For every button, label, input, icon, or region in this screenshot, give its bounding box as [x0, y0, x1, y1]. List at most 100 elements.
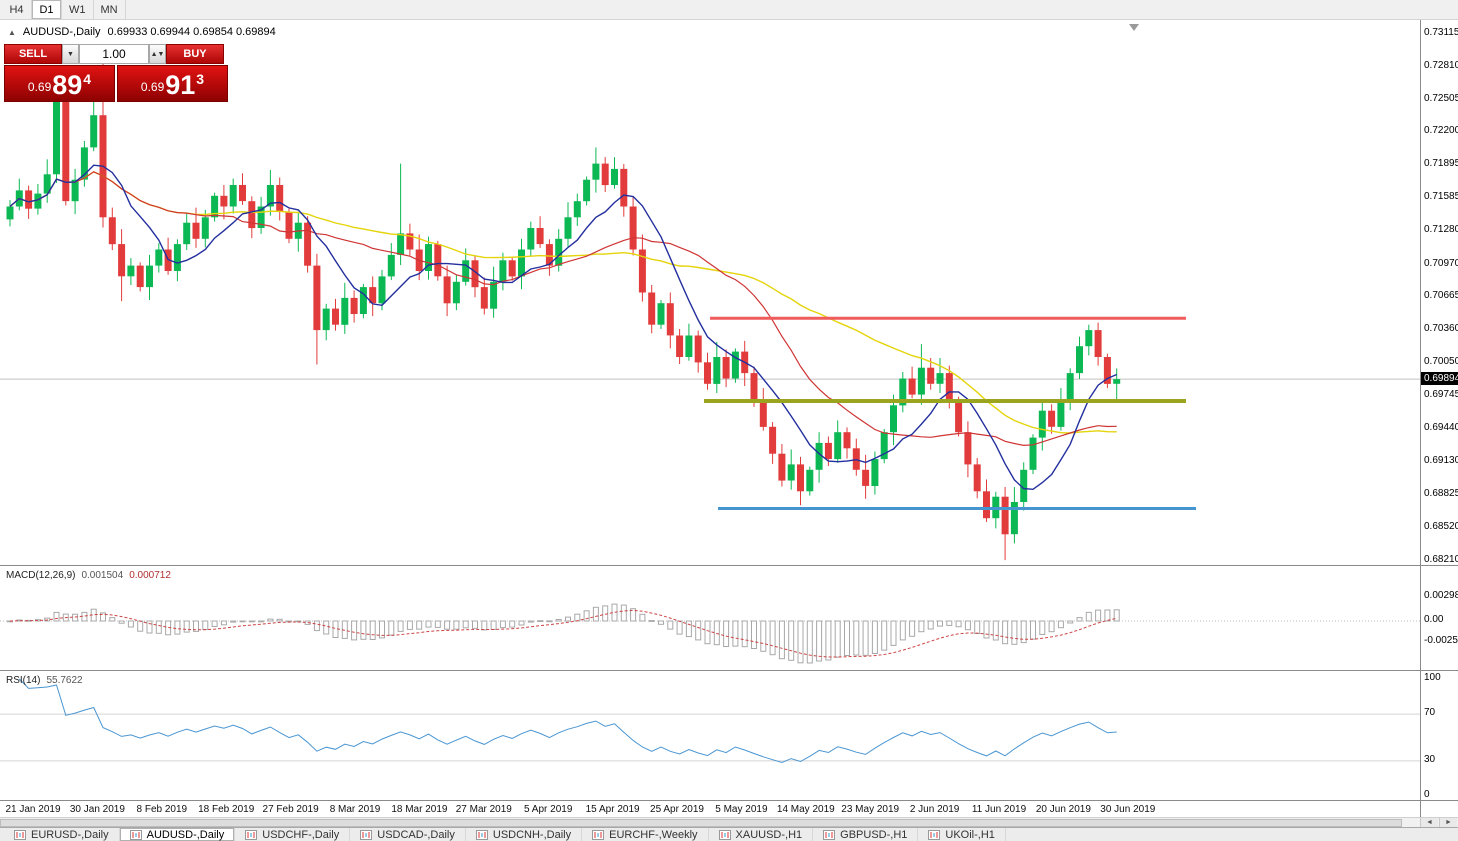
chart-tab-icon: [823, 829, 836, 840]
one-click-controls-row: SELL ▼ ▲▼ BUY: [4, 44, 228, 64]
ma-fast-line: [9, 164, 1117, 491]
macd-main-value: 0.001504: [81, 570, 124, 581]
chart-tab-icon: [245, 829, 258, 840]
volume-spinner[interactable]: ▲▼: [149, 44, 166, 64]
chart-ohlc-values: 0.69933 0.69944 0.69854 0.69894: [107, 26, 276, 38]
buy-button[interactable]: BUY: [166, 44, 224, 64]
chart-tab-icon: [592, 829, 605, 840]
macd-signal-value: 0.000712: [129, 570, 171, 581]
rsi-pane[interactable]: RSI(14) 55.7622: [0, 670, 1420, 800]
time-axis-label: 30 Jan 2019: [69, 804, 125, 815]
sell-price-pips: 89: [52, 70, 83, 100]
volume-input[interactable]: [79, 44, 149, 64]
price-axis-label: 0.69745: [1424, 389, 1458, 401]
rsi-value: 55.7622: [46, 675, 83, 686]
macd-signal-line: [9, 609, 1117, 658]
time-axis-label: 20 Jun 2019: [1035, 804, 1091, 815]
rsi-axis-label: 0: [1424, 789, 1430, 800]
macd-axis-label: 0.00: [1424, 614, 1444, 625]
price-axis-label: 0.68825: [1424, 488, 1458, 499]
price-chart-canvas[interactable]: [0, 20, 1420, 565]
macd-indicator-name: MACD(12,26,9): [6, 570, 76, 581]
chart-tab-icon: [928, 829, 941, 840]
price-axis-label: 0.71280: [1424, 224, 1458, 236]
timeframe-button-h4[interactable]: H4: [2, 0, 32, 19]
chart-tab-icon: [475, 829, 488, 840]
time-axis-label: 18 Feb 2019: [198, 804, 255, 815]
price-pane[interactable]: ▲ AUDUSD-,Daily 0.69933 0.69944 0.69854 …: [0, 20, 1420, 565]
chart-symbol-label: AUDUSD-,Daily: [22, 26, 101, 38]
rsi-line: [18, 678, 1117, 764]
macd-histogram: [7, 603, 1120, 664]
time-axis-label: 27 Feb 2019: [262, 804, 319, 815]
chart-tab-label: UKOil-,H1: [945, 828, 995, 841]
buy-price-button[interactable]: 0.69 91 3: [117, 65, 228, 102]
chart-tab-eurusd-daily[interactable]: EURUSD-,Daily: [4, 828, 120, 841]
macd-pane[interactable]: MACD(12,26,9) 0.001504 0.000712: [0, 565, 1420, 670]
chart-tab-usdcad-daily[interactable]: USDCAD-,Daily: [350, 828, 466, 841]
buy-price-pips: 91: [165, 70, 196, 100]
price-axis-label: 0.72505: [1424, 92, 1458, 104]
rsi-axis-label: 30: [1424, 753, 1436, 765]
sell-price-button[interactable]: 0.69 89 4: [4, 65, 115, 102]
chart-tab-label: GBPUSD-,H1: [840, 828, 908, 841]
price-axis-label: 0.69130: [1424, 455, 1458, 467]
ma-mid-line: [9, 171, 1117, 447]
chart-tab-ukoil-h1[interactable]: UKOil-,H1: [918, 828, 1006, 841]
price-axis-label: 0.70050: [1424, 356, 1458, 368]
price-axis-label: 0.69440: [1424, 421, 1458, 433]
time-axis-label: 2 Jun 2019: [909, 804, 960, 815]
chart-tab-usdchf-daily[interactable]: USDCHF-,Daily: [235, 828, 351, 841]
time-axis-label: 8 Mar 2019: [329, 804, 381, 815]
chart-title: ▲ AUDUSD-,Daily 0.69933 0.69944 0.69854 …: [8, 26, 276, 38]
volume-step-down-button[interactable]: ▼: [62, 44, 79, 64]
macd-chart-canvas[interactable]: [0, 566, 1420, 670]
timeframe-button-d1[interactable]: D1: [32, 0, 62, 19]
price-axis-label: 0.70665: [1424, 290, 1458, 302]
price-axis-label: 0.72200: [1424, 125, 1458, 137]
macd-label-row: MACD(12,26,9) 0.001504 0.000712: [6, 570, 171, 581]
chart-tab-icon: [718, 829, 731, 840]
scroll-right-arrow[interactable]: ►: [1439, 818, 1457, 827]
chart-tab-label: EURCHF-,Weekly: [609, 828, 698, 841]
timeframe-button-w1[interactable]: W1: [62, 0, 94, 19]
scroll-left-arrow[interactable]: ◄: [1420, 818, 1438, 827]
chart-tab-xauusd-h1[interactable]: XAUUSD-,H1: [709, 828, 814, 841]
time-axis-label: 30 Jun 2019: [1100, 804, 1156, 815]
chart-tab-bar: EURUSD-,Daily AUDUSD-,Daily USDCHF-,Dail…: [0, 827, 1458, 841]
chart-tab-usdcnh-daily[interactable]: USDCNH-,Daily: [466, 828, 583, 841]
time-axis-label: 11 Jun 2019: [971, 804, 1027, 815]
pane-separator: [1421, 670, 1458, 671]
chart-shift-marker-icon[interactable]: [1129, 24, 1139, 31]
rsi-chart-canvas[interactable]: [0, 671, 1420, 800]
timeframe-button-mn[interactable]: MN: [94, 0, 126, 19]
scrollbar-thumb[interactable]: [0, 819, 1402, 827]
chart-tab-label: USDCAD-,Daily: [377, 828, 455, 841]
time-axis-label: 23 May 2019: [841, 804, 900, 815]
chart-tab-icon: [14, 829, 26, 840]
one-click-prices-row: 0.69 89 4 0.69 91 3: [4, 65, 228, 102]
time-axis-label: 27 Mar 2019: [455, 804, 512, 815]
horizontal-scrollbar[interactable]: ◄ ►: [0, 817, 1458, 827]
chart-tab-icon: [360, 829, 373, 840]
pane-separator: [1421, 800, 1458, 801]
one-click-collapse-icon[interactable]: ▲: [8, 27, 16, 37]
chart-tab-gbpusd-h1[interactable]: GBPUSD-,H1: [813, 828, 919, 841]
chart-tab-eurchf-weekly[interactable]: EURCHF-,Weekly: [582, 828, 709, 841]
one-click-trading-panel: SELL ▼ ▲▼ BUY 0.69 89 4 0.69 91 3: [4, 44, 228, 102]
buy-price-point: 3: [196, 71, 205, 87]
price-axis-label: 0.71895: [1424, 158, 1458, 170]
chart-tab-audusd-daily[interactable]: AUDUSD-,Daily: [119, 828, 236, 841]
chart-tab-label: EURUSD-,Daily: [31, 828, 109, 841]
price-axis-label: 0.71585: [1424, 191, 1458, 203]
macd-axis-label: 0.002984: [1424, 589, 1458, 601]
time-axis-label: 14 May 2019: [776, 804, 835, 815]
time-axis-label: 15 Apr 2019: [585, 804, 640, 815]
price-axis-label: 0.72810: [1424, 59, 1458, 71]
rsi-axis-label: 100: [1424, 672, 1441, 683]
time-axis-label: 5 May 2019: [715, 804, 768, 815]
rsi-label-row: RSI(14) 55.7622: [6, 675, 83, 686]
sell-button[interactable]: SELL: [4, 44, 62, 64]
price-axis-label: 0.70970: [1424, 257, 1458, 269]
